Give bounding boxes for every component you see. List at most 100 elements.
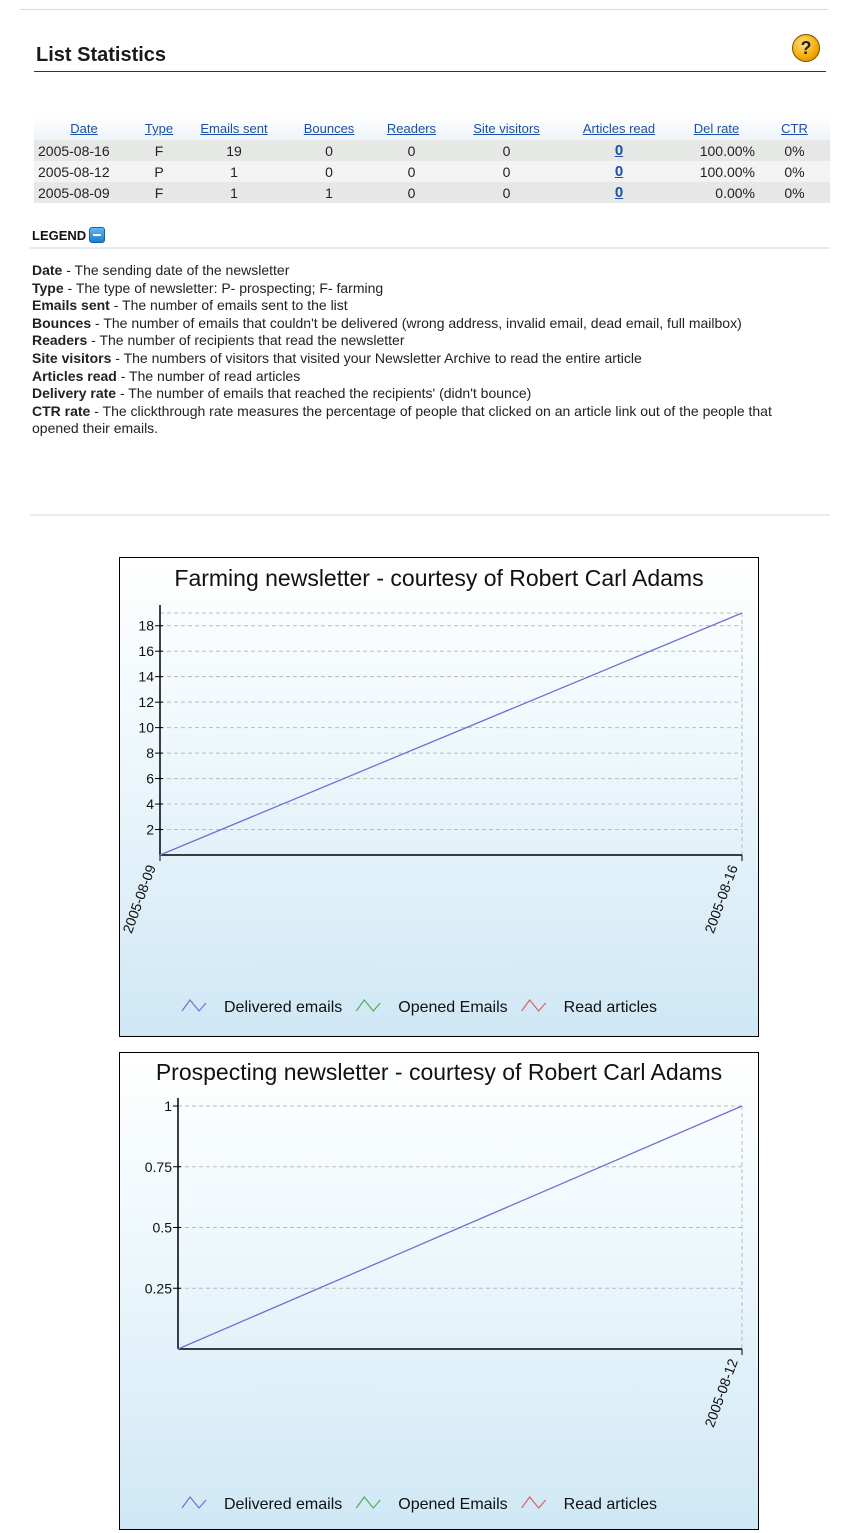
question-icon[interactable]: ? [792, 34, 820, 62]
legend-swatch-icon [181, 1496, 207, 1509]
col-header-emails-sent: Emails sent [184, 116, 284, 140]
legend-term: Type [32, 279, 64, 296]
cell-bounces: 0 [284, 161, 374, 182]
y-tick-label: 16 [138, 643, 154, 659]
col-header-site-visitors: Site visitors [449, 116, 564, 140]
farming-chart: Farming newsletter - courtesy of Robert … [119, 557, 759, 1037]
articles-read-link[interactable]: 0 [614, 142, 624, 159]
legend-item: Bounces - The number of emails that coul… [32, 315, 822, 333]
title-underline [34, 71, 826, 72]
x-tick-label: 2005-08-09 [120, 862, 159, 935]
legend-series-name: Delivered emails [224, 1496, 342, 1513]
cell-site-visitors: 0 [449, 161, 564, 182]
legend-swatch-icon [355, 999, 381, 1012]
legend-term: Readers [32, 332, 88, 349]
cell-del-rate: 100.00% [674, 161, 759, 182]
prospecting-chart: Prospecting newsletter - courtesy of Rob… [119, 1052, 759, 1530]
y-tick-label: 0.5 [153, 1220, 173, 1236]
y-tick-label: 12 [138, 694, 154, 710]
articles-read-link[interactable]: 0 [614, 184, 624, 201]
y-tick-label: 4 [146, 796, 154, 812]
legend-desc: - The sending date of the newsletter [62, 262, 290, 278]
cell-ctr: 0% [759, 182, 830, 203]
top-divider [20, 9, 828, 10]
articles-read-link[interactable]: 0 [614, 163, 624, 180]
stats-table: Date Type Emails sent Bounces Readers Si… [34, 116, 830, 203]
y-tick-label: 2 [146, 822, 154, 838]
legend-series-name: Read articles [564, 999, 657, 1016]
legend-item: CTR rate - The clickthrough rate measure… [32, 403, 822, 438]
legend-term: Bounces [32, 314, 92, 331]
legend-term: Delivery rate [32, 385, 117, 402]
legend-item: Site visitors - The numbers of visitors … [32, 350, 822, 368]
y-tick-label: 0.25 [145, 1280, 172, 1296]
col-header-date: Date [34, 116, 134, 140]
sort-link-emails-sent[interactable]: Emails sent [200, 121, 268, 136]
legend-entry: Read articles [521, 999, 657, 1016]
series-line [177, 1105, 743, 1350]
sort-link-site-visitors[interactable]: Site visitors [473, 121, 540, 136]
legend-series-name: Delivered emails [224, 999, 342, 1016]
page-title: List Statistics [36, 44, 167, 66]
y-tick-label: 18 [138, 618, 154, 634]
legend-item: Date - The sending date of the newslette… [32, 262, 822, 280]
legend-term: Articles read [32, 367, 117, 384]
cell-date: 2005-08-12 [34, 161, 134, 182]
legend-series-name: Opened Emails [398, 1496, 507, 1513]
cell-type: P [134, 161, 184, 182]
legend-term: Emails sent [32, 297, 110, 314]
sort-link-type[interactable]: Type [144, 121, 174, 136]
table-row: 2005-08-16 F 19 0 0 0 0 100.00% 0% [34, 140, 830, 161]
cell-articles-read: 0 [564, 140, 674, 161]
cell-date: 2005-08-16 [34, 140, 134, 161]
cell-articles-read: 0 [564, 182, 674, 203]
legend-entry: Opened Emails [355, 999, 508, 1016]
legend-bottom-divider [30, 514, 830, 516]
legend-list: Date - The sending date of the newslette… [32, 262, 822, 438]
cell-date: 2005-08-09 [34, 182, 134, 203]
series-line [159, 612, 743, 856]
legend-series-name: Read articles [564, 1496, 657, 1513]
sort-link-readers[interactable]: Readers [386, 121, 437, 136]
legend-desc: - The number of emails sent to the list [109, 297, 348, 314]
cell-type: F [134, 182, 184, 203]
legend-entry: Read articles [521, 1496, 657, 1513]
sort-link-bounces[interactable]: Bounces [303, 121, 355, 136]
sort-link-ctr[interactable]: CTR [781, 121, 808, 136]
sort-link-articles-read[interactable]: Articles read [582, 121, 656, 136]
legend-label: LEGEND [32, 227, 87, 243]
legend-item: Articles read - The number of read artic… [32, 368, 822, 386]
chart-title: Prospecting newsletter - courtesy of Rob… [156, 1059, 722, 1085]
sort-link-date[interactable]: Date [70, 121, 98, 136]
cell-readers: 0 [374, 140, 449, 161]
col-header-type: Type [134, 116, 184, 140]
legend-series-name: Opened Emails [398, 999, 507, 1016]
legend-desc: - The number of read articles [116, 367, 301, 384]
legend-item: Readers - The number of recipients that … [32, 332, 822, 350]
cell-emails-sent: 1 [184, 182, 284, 203]
cell-site-visitors: 0 [449, 140, 564, 161]
cell-emails-sent: 1 [184, 161, 284, 182]
legend-item: Emails sent - The number of emails sent … [32, 297, 822, 315]
y-tick-label: 10 [138, 720, 154, 736]
cell-del-rate: 100.00% [674, 140, 759, 161]
y-tick-label: 1 [164, 1098, 172, 1114]
sort-link-del-rate[interactable]: Del rate [693, 121, 740, 136]
x-tick-label: 2005-08-16 [701, 862, 741, 935]
x-tick-label: 2005-08-12 [701, 1356, 741, 1429]
legend-entry: Delivered emails [181, 1496, 342, 1513]
cell-bounces: 1 [284, 182, 374, 203]
col-header-bounces: Bounces [284, 116, 374, 140]
cell-type: F [134, 140, 184, 161]
table-row: 2005-08-09 F 1 1 0 0 0 0.00% 0% [34, 182, 830, 203]
legend-swatch-icon [181, 999, 207, 1012]
cell-readers: 0 [374, 161, 449, 182]
legend-swatch-icon [521, 999, 547, 1012]
cell-ctr: 0% [759, 161, 830, 182]
collapse-minus-icon[interactable] [89, 227, 106, 243]
cell-bounces: 0 [284, 140, 374, 161]
legend-item: Type - The type of newsletter: P- prospe… [32, 280, 822, 298]
y-tick-label: 6 [146, 771, 154, 787]
y-tick-label: 14 [138, 669, 154, 685]
legend-desc: - The clickthrough rate measures the per… [32, 402, 772, 437]
